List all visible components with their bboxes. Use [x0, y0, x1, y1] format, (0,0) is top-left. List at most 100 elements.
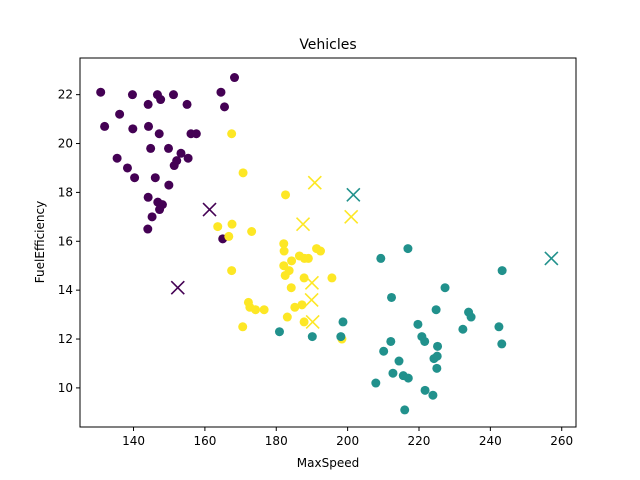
y-axis-label: FuelEfficiency	[33, 201, 47, 283]
data-point	[227, 219, 237, 229]
x-marker-stroke	[202, 202, 217, 217]
data-point	[299, 273, 309, 283]
data-point	[432, 363, 442, 373]
data-point	[433, 341, 443, 351]
y-tick-label: 18	[58, 185, 73, 199]
data-point	[227, 129, 237, 139]
x-marker-stroke	[544, 251, 559, 266]
data-point	[287, 256, 297, 266]
data-point	[327, 273, 337, 283]
x-tick-label: 180	[265, 434, 288, 448]
data-point	[154, 129, 164, 139]
data-point	[279, 239, 289, 249]
x-marker-stroke	[305, 314, 320, 329]
data-point	[394, 356, 404, 366]
data-point	[403, 373, 413, 383]
data-point	[182, 99, 192, 109]
plot-area	[96, 73, 559, 415]
data-point	[230, 73, 240, 83]
y-tick-label: 22	[58, 88, 73, 102]
data-point	[413, 319, 423, 329]
data-point	[297, 300, 307, 310]
data-point	[274, 327, 284, 337]
x-marker	[344, 209, 359, 224]
data-point	[155, 205, 165, 215]
data-point	[387, 292, 397, 302]
chart-title: Vehicles	[299, 37, 356, 53]
x-tick-label: 200	[336, 434, 359, 448]
data-point	[440, 283, 450, 293]
x-marker	[202, 202, 217, 217]
x-marker-stroke	[344, 209, 359, 224]
data-point	[466, 312, 476, 322]
data-point	[216, 87, 226, 97]
data-point	[379, 346, 389, 356]
data-point	[183, 153, 193, 163]
data-point	[420, 385, 430, 395]
x-marker	[307, 175, 322, 190]
data-point	[112, 153, 122, 163]
data-point	[281, 190, 291, 200]
data-point	[303, 253, 313, 263]
y-tick-label: 10	[58, 381, 73, 395]
data-point	[143, 99, 153, 109]
x-marker-stroke	[295, 217, 311, 232]
x-marker-stroke	[307, 175, 322, 190]
data-point	[238, 322, 248, 332]
x-axis-ticks: 140 160 180 200 220 240 260	[122, 427, 573, 448]
x-marker-stroke	[346, 187, 361, 202]
data-point	[156, 95, 166, 105]
data-point	[128, 124, 138, 134]
data-point	[428, 390, 438, 400]
data-point	[431, 305, 441, 315]
data-point	[143, 192, 153, 202]
data-point	[279, 246, 289, 256]
y-tick-label: 16	[58, 234, 73, 248]
x-marker	[346, 187, 361, 202]
y-tick-label: 12	[58, 332, 73, 346]
x-marker	[304, 275, 320, 290]
x-marker	[170, 280, 185, 295]
data-point	[146, 143, 156, 153]
data-point	[432, 351, 442, 361]
data-point	[224, 231, 234, 241]
data-point	[316, 246, 326, 256]
data-point	[115, 109, 125, 119]
data-point	[96, 87, 106, 97]
data-point	[371, 378, 381, 388]
data-point	[280, 270, 290, 280]
data-point	[388, 368, 398, 378]
x-marker	[305, 314, 320, 329]
x-tick-label: 220	[408, 434, 431, 448]
x-tick-label: 160	[193, 434, 216, 448]
x-tick-label: 240	[479, 434, 502, 448]
data-point	[238, 168, 248, 178]
data-point	[227, 266, 237, 276]
y-tick-label: 20	[58, 137, 73, 151]
data-point	[290, 302, 300, 312]
data-point	[376, 253, 386, 263]
data-point	[497, 339, 507, 349]
data-point	[259, 305, 269, 315]
data-point	[251, 305, 261, 315]
plot-frame	[79, 57, 577, 428]
data-point	[282, 312, 292, 322]
data-point	[168, 90, 178, 100]
data-point	[147, 212, 157, 222]
data-point	[338, 317, 348, 327]
x-marker	[544, 251, 559, 266]
x-tick-label: 260	[550, 434, 573, 448]
x-marker-stroke	[304, 292, 319, 307]
x-marker	[295, 217, 311, 232]
data-point	[307, 332, 317, 342]
y-axis-ticks: 10 12 14 16 18 20 22	[58, 88, 80, 395]
data-point	[191, 129, 201, 139]
data-point	[403, 244, 413, 254]
data-point	[213, 222, 223, 232]
data-point	[494, 322, 504, 332]
data-point	[127, 90, 137, 100]
data-point	[497, 266, 507, 276]
data-point	[172, 156, 182, 166]
data-point	[299, 317, 309, 327]
